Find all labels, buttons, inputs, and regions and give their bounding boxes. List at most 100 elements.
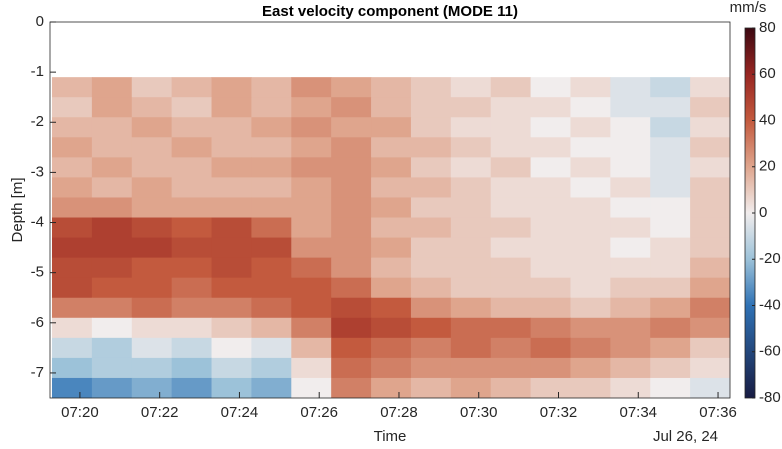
heat-cell bbox=[530, 117, 571, 138]
heat-cell bbox=[91, 317, 133, 339]
heat-cell bbox=[490, 317, 532, 339]
heat-cell bbox=[690, 137, 730, 158]
heat-cell bbox=[91, 257, 133, 279]
heat-cell bbox=[650, 97, 691, 118]
heat-cell bbox=[690, 357, 730, 379]
heat-cell bbox=[610, 177, 651, 198]
heat-cell bbox=[51, 97, 93, 118]
heat-cell bbox=[251, 197, 292, 219]
heat-cell bbox=[131, 277, 173, 299]
heat-cell bbox=[291, 137, 332, 158]
x-tick-label: 07:30 bbox=[460, 404, 498, 421]
heat-cell bbox=[410, 177, 452, 198]
heat-cell bbox=[530, 237, 571, 259]
heat-cell bbox=[450, 197, 492, 219]
heat-cell bbox=[371, 357, 412, 379]
heat-cell bbox=[410, 277, 452, 299]
heat-cell bbox=[131, 357, 173, 379]
heat-cell bbox=[490, 217, 532, 239]
heat-cell bbox=[51, 77, 93, 98]
heat-cell bbox=[171, 357, 213, 379]
heat-cell bbox=[171, 177, 213, 198]
heat-cell bbox=[171, 137, 213, 158]
heat-cell bbox=[51, 157, 93, 178]
heat-cell bbox=[610, 237, 651, 259]
heat-cell bbox=[610, 197, 651, 219]
heat-cell bbox=[410, 337, 452, 359]
heat-cell bbox=[410, 117, 452, 138]
colorbar-tick-label: 20 bbox=[759, 158, 776, 175]
heat-cell bbox=[91, 237, 133, 259]
heat-cell bbox=[291, 337, 332, 359]
heat-cell bbox=[291, 317, 332, 339]
heat-cell bbox=[251, 297, 292, 319]
heat-cell bbox=[131, 317, 173, 339]
heat-cell bbox=[211, 137, 252, 158]
x-tick-label: 07:24 bbox=[221, 404, 259, 421]
heat-cell bbox=[610, 357, 651, 379]
heat-cell bbox=[131, 177, 173, 198]
heat-cell bbox=[211, 357, 252, 379]
heat-cell bbox=[450, 177, 492, 198]
heat-cell bbox=[131, 117, 173, 138]
heat-cell bbox=[51, 257, 93, 279]
heat-cell bbox=[650, 237, 691, 259]
heat-cell bbox=[291, 257, 332, 279]
heat-cell bbox=[331, 257, 372, 279]
y-tick-label: 0 bbox=[36, 13, 44, 30]
colorbar-tick-label: 80 bbox=[759, 19, 776, 36]
heat-cell bbox=[331, 177, 372, 198]
heat-cell bbox=[211, 197, 252, 219]
heat-cell bbox=[371, 217, 412, 239]
heat-cell bbox=[371, 117, 412, 138]
heat-cell bbox=[291, 157, 332, 178]
heat-cell bbox=[610, 157, 651, 178]
y-tick-label: -2 bbox=[31, 113, 44, 130]
heat-cell bbox=[171, 157, 213, 178]
heat-cell bbox=[171, 117, 213, 138]
heat-cell bbox=[570, 257, 611, 279]
heat-cell bbox=[91, 197, 133, 219]
x-tick-label: 07:26 bbox=[300, 404, 338, 421]
heat-cell bbox=[211, 337, 252, 359]
heat-cell bbox=[450, 97, 492, 118]
heat-cell bbox=[570, 137, 611, 158]
heat-cell bbox=[171, 197, 213, 219]
heat-cell bbox=[650, 137, 691, 158]
heat-cell bbox=[211, 97, 252, 118]
heat-cell bbox=[291, 177, 332, 198]
heat-cell bbox=[91, 377, 133, 398]
heat-cell bbox=[51, 117, 93, 138]
heat-cell bbox=[371, 317, 412, 339]
heat-cell bbox=[131, 197, 173, 219]
heat-cell bbox=[650, 337, 691, 359]
chart-title: East velocity component (MODE 11) bbox=[262, 3, 518, 20]
heat-cell bbox=[490, 137, 532, 158]
heat-cell bbox=[171, 277, 213, 299]
heat-cell bbox=[211, 297, 252, 319]
heat-cell bbox=[251, 137, 292, 158]
heat-cell bbox=[690, 97, 730, 118]
x-tick-label: 07:22 bbox=[141, 404, 179, 421]
heat-cell bbox=[371, 157, 412, 178]
heat-cell bbox=[171, 257, 213, 279]
plot-frame bbox=[49, 21, 731, 399]
heat-cell bbox=[251, 157, 292, 178]
heat-cell bbox=[410, 137, 452, 158]
heat-cell bbox=[570, 337, 611, 359]
heat-cell bbox=[450, 157, 492, 178]
y-tick-label: -5 bbox=[31, 264, 44, 281]
heat-cell bbox=[371, 177, 412, 198]
heat-cell bbox=[171, 217, 213, 239]
heat-cell bbox=[490, 77, 532, 98]
heat-cell bbox=[610, 97, 651, 118]
heat-cell bbox=[51, 217, 93, 239]
heat-cell bbox=[610, 77, 651, 98]
heat-cell bbox=[371, 197, 412, 219]
heat-cell bbox=[131, 377, 173, 398]
heat-cell bbox=[650, 77, 691, 98]
heat-cell bbox=[450, 337, 492, 359]
heat-cell bbox=[450, 77, 492, 98]
heat-cell bbox=[291, 117, 332, 138]
heat-cell bbox=[530, 197, 571, 219]
